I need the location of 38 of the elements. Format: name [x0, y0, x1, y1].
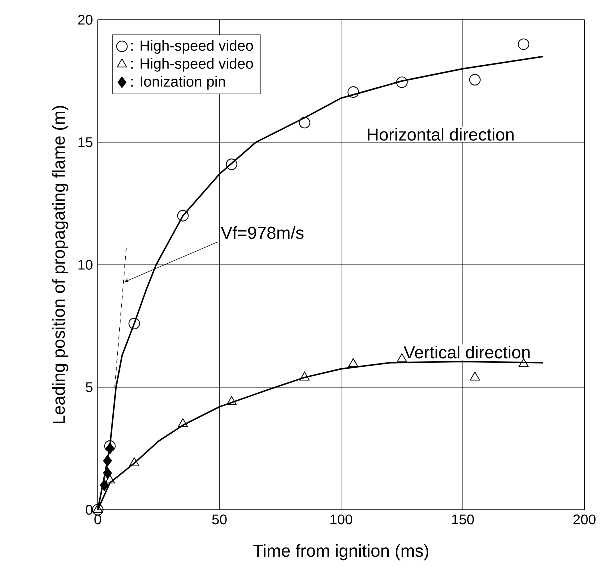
- y-tick-label: 0: [86, 505, 93, 515]
- point: [470, 372, 480, 381]
- point: [92, 504, 104, 514]
- point: [299, 117, 311, 129]
- x-tick-label: 200: [574, 514, 596, 525]
- y-tick-label: 5: [86, 382, 93, 392]
- legend-label: : High-speed video: [132, 58, 254, 72]
- point: [177, 210, 189, 222]
- point: [178, 418, 188, 428]
- point: [103, 455, 112, 467]
- y-tick-label: 20: [78, 15, 93, 25]
- y-tick-label: 10: [78, 260, 93, 270]
- point: [128, 318, 140, 330]
- series-label: Vertical direction: [404, 346, 530, 359]
- point: [106, 443, 115, 454]
- point: [103, 468, 112, 479]
- point: [348, 358, 359, 368]
- point: [518, 38, 530, 50]
- point: [104, 440, 116, 452]
- x-tick-label: 150: [452, 514, 474, 525]
- text: Horizontal direction: [368, 128, 514, 141]
- point: [129, 458, 140, 466]
- x-tick-label: 50: [212, 514, 227, 525]
- point: [100, 480, 109, 492]
- annotation: Vf=978m/s: [221, 226, 304, 240]
- y-axis-title: Leading position of propagating flame (m): [52, 106, 69, 424]
- x-tick-label: 100: [330, 514, 352, 525]
- point: [226, 396, 237, 406]
- x-axis-title: Time from ignition (ms): [253, 544, 429, 561]
- point: [348, 86, 360, 98]
- legend-label: : High-speed video: [132, 40, 254, 54]
- point: [105, 474, 116, 484]
- point: [300, 372, 310, 381]
- point: [469, 74, 481, 86]
- y-tick-label: 15: [78, 138, 93, 148]
- legend-label: : Ionization pin: [132, 76, 226, 90]
- point: [226, 158, 238, 170]
- point: [396, 76, 408, 88]
